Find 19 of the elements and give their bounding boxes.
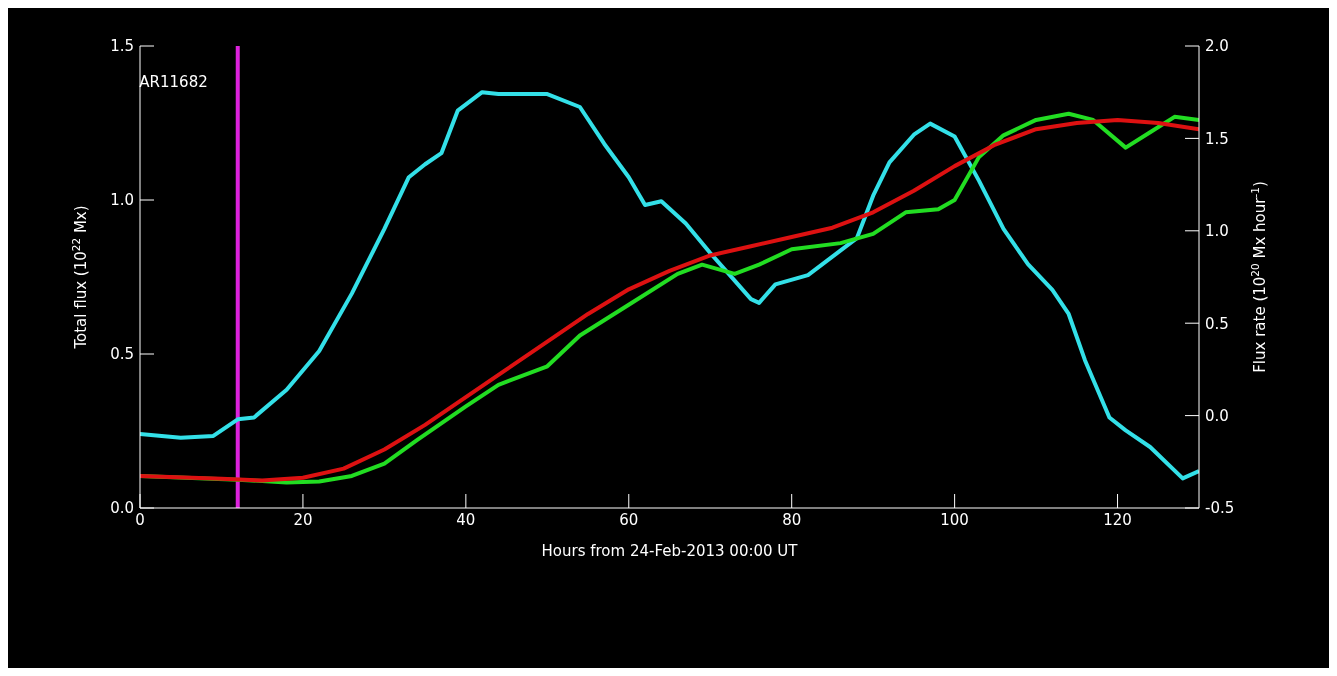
x-tick-label: 20 [293,510,313,529]
y-tick-label: 0.5 [110,345,134,364]
y-tick-label: 1.0 [110,191,134,210]
y2-tick-label: 0.0 [1205,406,1229,425]
y2-tick-label: 0.5 [1205,314,1229,333]
x-tick-label: 60 [619,510,639,529]
y2-tick-label: 1.0 [1205,222,1229,241]
x-tick-label: 100 [940,510,969,529]
x-tick-label: 0 [135,510,145,529]
x-tick-label: 80 [782,510,802,529]
y-tick-label: 0.0 [110,499,134,518]
y2-tick-label: -0.5 [1205,499,1235,518]
x-tick-label: 40 [456,510,476,529]
x-axis-title: Hours from 24-Feb-2013 00:00 UT [541,542,799,560]
y-tick-label: 1.5 [110,37,134,56]
x-tick-label: 120 [1103,510,1132,529]
y2-tick-label: 2.0 [1205,37,1229,56]
ref-line-label: AR11682 [139,72,208,91]
y2-tick-label: 1.5 [1205,129,1229,148]
